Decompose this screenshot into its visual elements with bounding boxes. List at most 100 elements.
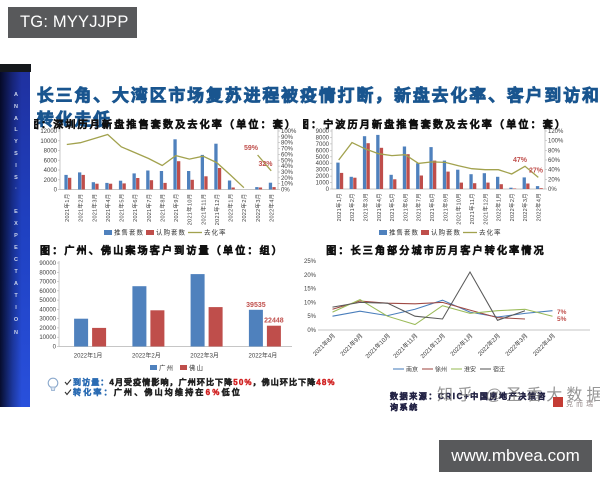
svg-text:10%: 10% (304, 300, 317, 306)
svg-text:2021年3月: 2021年3月 (90, 194, 98, 222)
svg-text:2022年3月: 2022年3月 (190, 352, 219, 360)
svg-text:广州: 广州 (159, 363, 174, 372)
svg-text:0: 0 (53, 345, 57, 351)
svg-text:2021年5月: 2021年5月 (388, 193, 396, 221)
svg-text:2021年3月: 2021年3月 (362, 193, 370, 221)
svg-text:2022年2月: 2022年2月 (476, 332, 502, 358)
svg-text:2021年4月: 2021年4月 (104, 194, 112, 222)
svg-text:2021年11月: 2021年11月 (468, 193, 476, 224)
svg-text:25%: 25% (304, 259, 317, 265)
svg-text:39535: 39535 (246, 302, 266, 309)
svg-text:60%: 60% (548, 158, 561, 164)
svg-text:1000: 1000 (316, 181, 330, 187)
svg-text:图：宁波历月新盘推售套数及去化率（单位：套）: 图：宁波历月新盘推售套数及去化率（单位：套） (303, 118, 567, 131)
svg-text:20000: 20000 (39, 326, 56, 332)
svg-text:5000: 5000 (316, 155, 330, 161)
svg-text:4000: 4000 (44, 168, 58, 174)
svg-text:2021年8月: 2021年8月 (311, 332, 337, 358)
svg-text:南京: 南京 (406, 366, 418, 374)
svg-text:0: 0 (54, 188, 58, 194)
svg-text:2022年4月: 2022年4月 (531, 332, 557, 358)
svg-text:2022年2月: 2022年2月 (132, 352, 161, 360)
svg-text:5%: 5% (307, 314, 316, 320)
svg-text:2021年11月: 2021年11月 (199, 194, 207, 225)
svg-text:100%: 100% (548, 139, 564, 145)
svg-text:70000: 70000 (39, 280, 56, 286)
svg-text:2022年1月: 2022年1月 (74, 352, 103, 360)
svg-text:15%: 15% (304, 287, 317, 293)
svg-text:10%: 10% (281, 182, 294, 188)
svg-text:60000: 60000 (39, 289, 56, 295)
svg-text:2022年2月: 2022年2月 (508, 193, 516, 221)
svg-text:40000: 40000 (39, 307, 56, 313)
svg-text:2021年9月: 2021年9月 (172, 194, 180, 222)
svg-text:推售套数: 推售套数 (114, 228, 144, 237)
svg-text:22448: 22448 (264, 318, 284, 325)
svg-text:8000: 8000 (316, 135, 330, 141)
svg-text:2021年7月: 2021年7月 (145, 194, 153, 222)
svg-text:2022年3月: 2022年3月 (254, 194, 262, 222)
svg-text:认购套数: 认购套数 (156, 228, 186, 237)
svg-text:2021年10月: 2021年10月 (455, 193, 463, 225)
svg-text:0%: 0% (548, 187, 557, 193)
svg-text:2021年12月: 2021年12月 (213, 194, 221, 226)
svg-text:6000: 6000 (44, 158, 58, 164)
svg-text:2021年12月: 2021年12月 (481, 193, 489, 225)
svg-text:2000: 2000 (44, 178, 58, 184)
svg-text:90%: 90% (281, 135, 294, 141)
svg-text:6000: 6000 (316, 148, 330, 154)
svg-text:去化率: 去化率 (204, 228, 227, 237)
svg-text:佛山: 佛山 (189, 363, 204, 372)
svg-text:2022年3月: 2022年3月 (521, 193, 529, 221)
svg-text:60%: 60% (281, 152, 294, 158)
svg-text:2021年12月: 2021年12月 (419, 332, 447, 360)
svg-text:图：广州、佛山案场客户到访量（单位：组）: 图：广州、佛山案场客户到访量（单位：组） (40, 244, 284, 257)
svg-text:宿迁: 宿迁 (493, 366, 505, 374)
svg-text:50%: 50% (281, 158, 294, 164)
svg-text:2021年9月: 2021年9月 (338, 332, 364, 358)
svg-text:40%: 40% (548, 168, 561, 174)
svg-text:2021年7月: 2021年7月 (415, 193, 423, 221)
svg-text:图：长三角部分城市历月客户转化率情况: 图：长三角部分城市历月客户转化率情况 (326, 244, 546, 257)
svg-text:10000: 10000 (39, 335, 56, 341)
svg-text:100%: 100% (281, 129, 297, 135)
svg-text:7%: 7% (557, 309, 567, 316)
svg-text:90000: 90000 (39, 261, 56, 267)
svg-text:80%: 80% (548, 148, 561, 154)
svg-text:20%: 20% (548, 177, 561, 183)
svg-text:30000: 30000 (39, 317, 56, 323)
svg-text:2022年4月: 2022年4月 (267, 194, 275, 222)
svg-text:3000: 3000 (316, 168, 330, 174)
svg-text:9000: 9000 (316, 129, 330, 135)
svg-text:59%: 59% (244, 145, 259, 152)
svg-text:推售套数: 推售套数 (389, 228, 419, 237)
svg-text:2021年8月: 2021年8月 (428, 193, 436, 221)
svg-text:32%: 32% (258, 161, 273, 168)
svg-text:12000: 12000 (40, 129, 57, 135)
svg-text:70%: 70% (281, 147, 294, 153)
svg-text:2022年1月: 2022年1月 (495, 193, 503, 221)
svg-text:2021年11月: 2021年11月 (391, 332, 419, 360)
svg-text:0%: 0% (307, 328, 316, 334)
svg-text:2021年8月: 2021年8月 (158, 194, 166, 222)
svg-text:图：深圳历月新盘推售套数及去化率（单位：套）: 图：深圳历月新盘推售套数及去化率（单位：套） (34, 118, 297, 131)
svg-text:120%: 120% (548, 129, 564, 135)
svg-text:2021年9月: 2021年9月 (441, 193, 449, 221)
svg-text:80%: 80% (281, 141, 294, 147)
svg-text:淮安: 淮安 (464, 366, 476, 374)
svg-text:2021年4月: 2021年4月 (375, 193, 383, 221)
svg-text:2021年10月: 2021年10月 (186, 194, 194, 226)
svg-text:2000: 2000 (316, 174, 330, 180)
svg-text:2022年4月: 2022年4月 (535, 193, 543, 221)
svg-text:2021年2月: 2021年2月 (348, 193, 356, 221)
svg-text:8000: 8000 (44, 149, 58, 155)
svg-text:2022年2月: 2022年2月 (240, 194, 248, 222)
svg-text:10000: 10000 (40, 139, 57, 145)
svg-text:5%: 5% (557, 316, 567, 323)
svg-text:0%: 0% (281, 188, 290, 194)
svg-text:27%: 27% (529, 168, 544, 175)
svg-text:去化率: 去化率 (479, 228, 502, 237)
svg-text:0: 0 (326, 187, 330, 193)
svg-text:2021年1月: 2021年1月 (63, 194, 71, 222)
svg-text:徐州: 徐州 (435, 366, 447, 374)
